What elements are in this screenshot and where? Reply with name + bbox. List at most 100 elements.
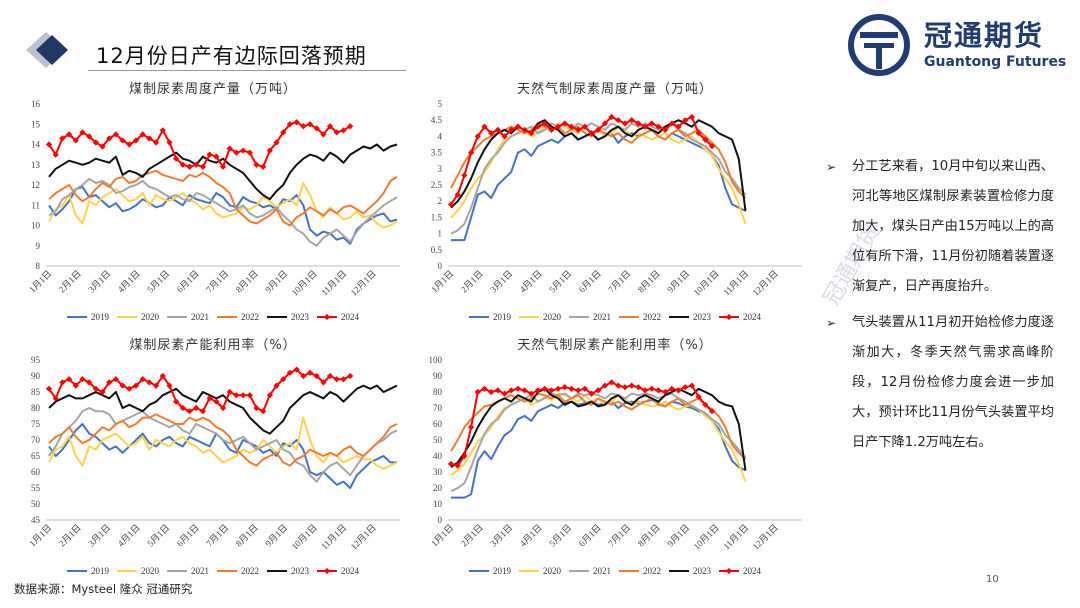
series-point-2024 xyxy=(246,149,253,156)
x-tick-label: 3月1日 xyxy=(86,268,112,294)
series-point-2024 xyxy=(260,408,267,415)
y-tick-label: 95 xyxy=(31,355,41,365)
x-tick-label: 6月1日 xyxy=(175,268,201,294)
legend-label: 2024 xyxy=(341,312,360,322)
x-tick-label: 5月1日 xyxy=(145,522,171,548)
x-tick-label: 12月1日 xyxy=(349,268,378,297)
series-point-2024 xyxy=(655,387,662,394)
legend-label: 2022 xyxy=(643,312,661,322)
x-tick-label: 3月1日 xyxy=(86,522,112,548)
y-tick-label: 12 xyxy=(31,180,40,190)
series-point-2024 xyxy=(467,424,475,431)
legend-label: 2021 xyxy=(593,312,611,322)
x-tick-label: 12月1日 xyxy=(751,522,780,551)
series-point-2024 xyxy=(166,139,173,146)
y-tick-label: 70 xyxy=(433,403,443,413)
series-point-2024 xyxy=(514,385,522,392)
series-point-2024 xyxy=(173,155,180,162)
x-tick-label: 7月1日 xyxy=(606,522,632,548)
x-tick-label: 2月1日 xyxy=(459,522,485,548)
series-point-2024 xyxy=(72,137,79,144)
x-tick-label: 7月1日 xyxy=(606,268,632,294)
legend-label: 2022 xyxy=(643,566,661,576)
series-point-2024 xyxy=(260,163,267,170)
title-underline xyxy=(88,70,406,71)
legend-item-2023: 2023 xyxy=(669,312,712,322)
series-point-2024 xyxy=(152,382,160,389)
legend-marker xyxy=(323,567,331,575)
x-tick-label: 11月1日 xyxy=(721,522,750,551)
note-text: 分工艺来看，10月中旬以来山西、河北等地区煤制尿素装置检修力度加大，煤头日产由1… xyxy=(852,159,1054,294)
legend-item-2019: 2019 xyxy=(469,312,512,322)
series-point-2024 xyxy=(501,390,508,397)
series-point-2024 xyxy=(273,382,280,389)
series-line-2024 xyxy=(450,381,713,467)
legend-marker xyxy=(725,567,733,575)
x-tick-label: 10月1日 xyxy=(290,522,319,551)
series-point-2024 xyxy=(65,131,73,138)
series-line-2019 xyxy=(451,399,746,499)
series-point-2024 xyxy=(146,135,153,142)
series-point-2024 xyxy=(521,126,528,134)
series-point-2024 xyxy=(568,385,575,392)
series-point-2024 xyxy=(575,387,582,394)
series-line-2022 xyxy=(48,413,398,467)
series-point-2024 xyxy=(474,388,481,396)
series-point-2024 xyxy=(534,387,542,394)
series-point-2024 xyxy=(494,387,501,394)
series-point-2024 xyxy=(239,392,247,399)
series-point-2024 xyxy=(481,385,488,392)
series-point-2024 xyxy=(508,126,515,134)
series-point-2024 xyxy=(59,135,66,142)
legend-item-2023: 2023 xyxy=(267,566,310,576)
x-tick-label: 2月1日 xyxy=(57,522,83,548)
x-tick-label: 5月1日 xyxy=(547,268,573,294)
data-source: 数据来源：Mysteel 隆众 冠通研究 xyxy=(14,582,193,596)
y-tick-label: 4.5 xyxy=(431,115,443,125)
x-tick-label: 6月1日 xyxy=(175,522,201,548)
note-item: ➢ 分工艺来看，10月中旬以来山西、河北等地区煤制尿素装置检修力度加大，煤头日产… xyxy=(822,152,1054,302)
arrow-bullet-icon: ➢ xyxy=(826,160,837,174)
series-point-2024 xyxy=(45,141,53,148)
series-point-2024 xyxy=(233,392,240,399)
legend-item-2022: 2022 xyxy=(217,566,259,576)
y-tick-label: 5 xyxy=(438,99,443,109)
y-tick-label: 14 xyxy=(31,140,41,150)
series-point-2024 xyxy=(675,387,682,394)
x-tick-label: 8月1日 xyxy=(234,268,260,294)
legend-label: 2019 xyxy=(493,566,512,576)
coal-urea-utilization-chart: 煤制尿素产能利用率（%） 45 50 55 60 65 70 75 80 85 90 95 1月1日 2月… xyxy=(18,332,408,582)
legend-label: 2023 xyxy=(693,312,712,322)
series-line-2024 xyxy=(48,121,351,168)
title-diamond-icon xyxy=(26,32,68,68)
y-tick-label: 9 xyxy=(36,241,41,251)
legend-label: 2023 xyxy=(291,566,310,576)
legend-item-2020: 2020 xyxy=(117,312,160,322)
series-point-2024 xyxy=(628,382,635,389)
x-tick-label: 11月1日 xyxy=(319,268,348,297)
series-point-2024 xyxy=(306,369,314,376)
chart-title: 天然气制尿素周度产量（万吨） xyxy=(517,81,713,97)
series-line-2021 xyxy=(48,407,398,483)
series-point-2024 xyxy=(447,460,455,468)
series-line-2022 xyxy=(48,169,398,227)
series-point-2024 xyxy=(688,113,696,121)
legend-label: 2022 xyxy=(241,566,259,576)
x-tick-label: 4月1日 xyxy=(518,522,544,548)
series-point-2024 xyxy=(186,408,193,415)
legend-item-2020: 2020 xyxy=(519,566,562,576)
legend-item-2024: 2024 xyxy=(719,566,762,576)
x-tick-label: 3月1日 xyxy=(488,522,514,548)
page-title: 12月份日产有边际回落预期 xyxy=(96,44,367,68)
legend-item-2024: 2024 xyxy=(317,312,360,322)
y-tick-label: 3.5 xyxy=(431,148,443,158)
legend-label: 2021 xyxy=(593,566,611,576)
y-tick-label: 13 xyxy=(31,160,41,170)
series-point-2024 xyxy=(219,404,227,412)
x-tick-label: 3月1日 xyxy=(488,268,514,294)
y-tick-label: 40 xyxy=(433,451,443,461)
x-tick-label: 11月1日 xyxy=(319,522,348,551)
legend-label: 2023 xyxy=(291,312,310,322)
y-tick-label: 1.5 xyxy=(431,212,443,222)
